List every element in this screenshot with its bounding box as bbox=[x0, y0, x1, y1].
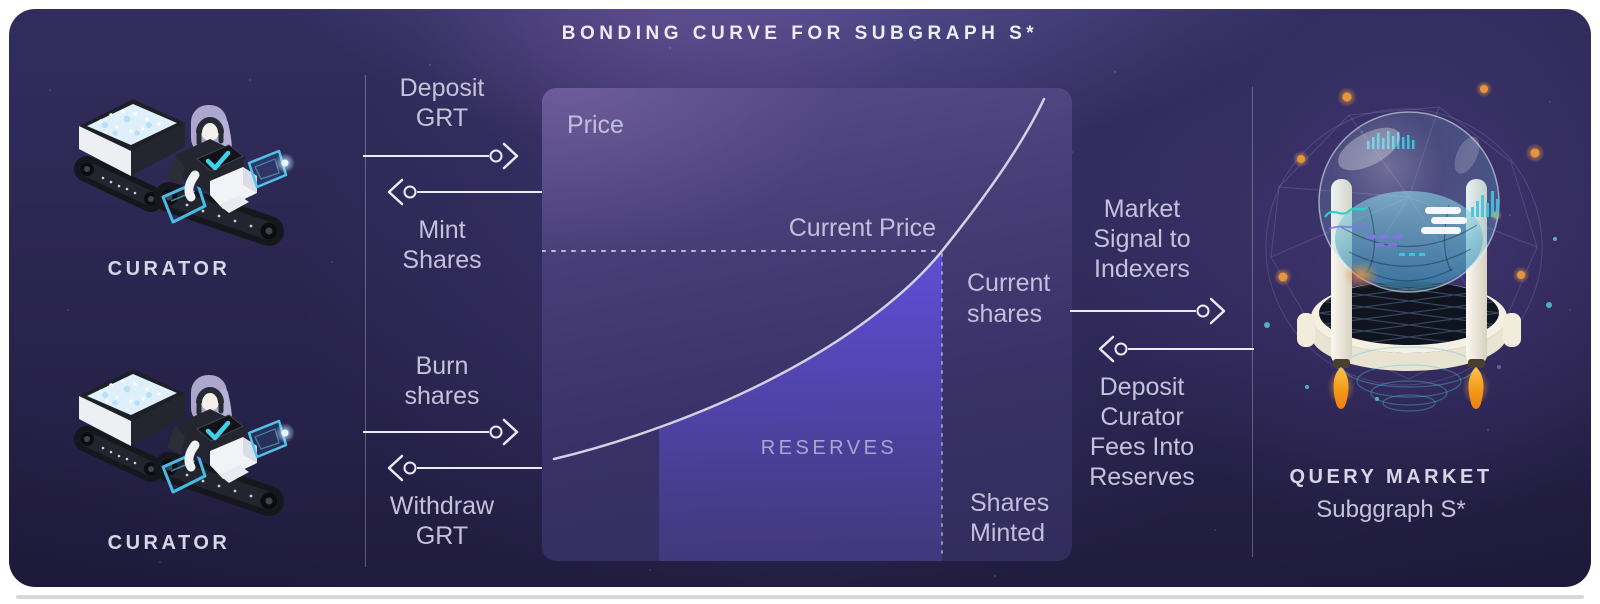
query-market-label: QUERY MARKET bbox=[1289, 466, 1493, 488]
diagram-canvas: BONDING CURVE FOR SUBGRAPH S* CURATOR CU… bbox=[9, 9, 1591, 587]
bonding-curve-line bbox=[552, 97, 1046, 461]
curator-label-top: CURATOR bbox=[107, 258, 231, 280]
divider-left bbox=[365, 75, 366, 567]
flow-label-deposit-grt: Deposit GRT bbox=[399, 74, 485, 132]
bottom-edge-shadow bbox=[16, 595, 1584, 599]
flow-label-withdraw-grt: Withdraw GRT bbox=[389, 492, 495, 550]
arrow-deposit-fees-left bbox=[1098, 333, 1254, 365]
flow-label-market-signal: Market Signal to Indexers bbox=[1093, 195, 1191, 283]
starfield-decoration bbox=[9, 9, 11, 11]
query-market-illustration bbox=[1249, 67, 1569, 457]
bonding-curve-chart bbox=[542, 97, 1046, 561]
price-axis-label: Price bbox=[567, 111, 624, 139]
diagram-title: BONDING CURVE FOR SUBGRAPH S* bbox=[561, 23, 1039, 44]
curator-illustration-top bbox=[71, 79, 311, 259]
query-market-sublabel: Subggraph S* bbox=[1316, 496, 1466, 523]
flow-label-burn-shares: Burn shares bbox=[404, 352, 480, 410]
flow-label-mint-shares: Mint Shares bbox=[402, 216, 482, 274]
arrow-mint-shares-left bbox=[387, 176, 543, 208]
flow-label-deposit-fees: Deposit Curator Fees Into Reserves bbox=[1089, 373, 1195, 491]
shares-minted-label: Shares Minted bbox=[970, 489, 1050, 547]
arrow-burn-shares-right bbox=[363, 416, 519, 448]
curator-label-bottom: CURATOR bbox=[107, 532, 231, 554]
divider-right bbox=[1252, 87, 1253, 557]
arrow-deposit-grt-right bbox=[363, 140, 519, 172]
bonding-curve-panel: Price Current Price Current shares RESER… bbox=[542, 88, 1072, 561]
reserves-label: RESERVES bbox=[760, 437, 898, 459]
arrow-withdraw-grt-left bbox=[387, 452, 543, 484]
arrow-market-signal-right bbox=[1070, 295, 1226, 327]
reserves-area bbox=[659, 251, 942, 561]
curator-illustration-bottom bbox=[71, 349, 311, 529]
current-shares-label: Current shares bbox=[967, 269, 1051, 328]
current-price-label: Current Price bbox=[788, 214, 936, 242]
